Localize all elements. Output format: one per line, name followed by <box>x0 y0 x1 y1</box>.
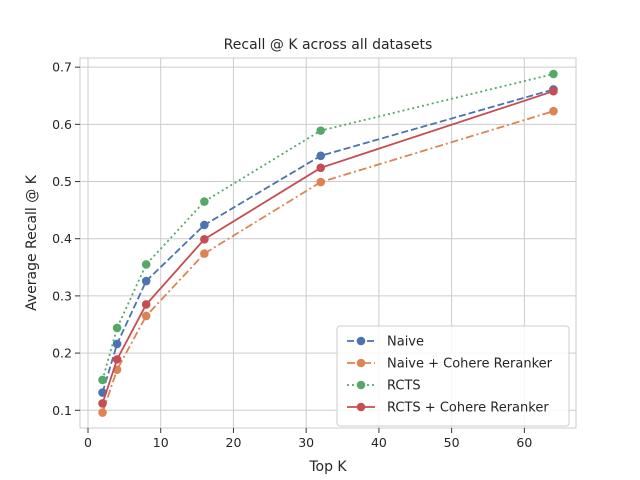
legend-marker-4 <box>356 402 366 412</box>
series-3-point <box>112 323 122 333</box>
series-line-4 <box>101 90 554 404</box>
legend-marker-2 <box>356 358 366 368</box>
chart-title: Recall @ K across all datasets <box>224 37 433 53</box>
series-4-point <box>98 399 107 408</box>
series-3-point <box>549 69 558 79</box>
y-tick-label: 0.2 <box>52 346 72 361</box>
x-tick-label: 20 <box>226 435 242 450</box>
series-3-point <box>141 260 151 269</box>
x-tick-label: 50 <box>444 435 460 450</box>
legend-label-2: Naive + Cohere Reranker <box>387 357 553 372</box>
x-tick-label: 0 <box>84 435 92 450</box>
series-4-point <box>549 86 558 96</box>
tick-labels: 0 10 20 30 40 50 60 0.1 0.2 0.3 0.4 0.5 0.6 0.7 <box>52 60 532 450</box>
series-3-point <box>316 126 326 135</box>
x-tick-label: 10 <box>153 435 169 450</box>
y-tick-label: 0.7 <box>52 60 72 75</box>
x-axis-label: Top K <box>308 459 347 475</box>
series-3-point <box>200 197 209 206</box>
series-2-point <box>98 408 107 417</box>
legend-marker-3 <box>356 380 366 390</box>
legend-label-1: Naive <box>387 335 424 350</box>
y-tick-label: 0.1 <box>52 403 72 418</box>
series-1-point <box>200 220 209 230</box>
legend-label-3: RCTS <box>387 379 421 394</box>
series-4-point <box>112 355 122 364</box>
series-line-3 <box>101 73 554 381</box>
series-2-point <box>141 311 151 321</box>
series-line-1 <box>101 88 554 393</box>
series-line-2 <box>101 110 554 413</box>
x-tick-label: 30 <box>298 435 314 450</box>
x-tick-label: 40 <box>371 435 387 450</box>
legend-label-4: RCTS + Cohere Reranker <box>387 401 549 416</box>
y-axis-label: Average Recall @ K <box>24 174 40 311</box>
y-tick-label: 0.5 <box>52 174 72 189</box>
series-4-point <box>141 300 151 309</box>
series-1-point <box>141 276 151 286</box>
y-tick-label: 0.6 <box>52 117 72 132</box>
series-group <box>98 69 558 417</box>
legend-box <box>336 325 570 427</box>
y-tick-label: 0.4 <box>52 231 72 246</box>
series-4-point <box>200 234 209 244</box>
legend: Naive Naive + Cohere Reranker RCTS RCTS + C… <box>336 325 570 427</box>
grid-lines <box>75 58 576 433</box>
series-3-point <box>98 375 107 385</box>
series-1-point <box>112 339 122 349</box>
legend-marker-1 <box>356 336 366 346</box>
series-2-point <box>200 249 209 258</box>
series-4-point <box>316 163 326 173</box>
x-tick-label: 60 <box>516 435 532 450</box>
series-2-point <box>549 106 558 116</box>
y-tick-label: 0.3 <box>52 288 72 303</box>
series-2-point <box>316 177 326 187</box>
series-1-point <box>316 151 326 161</box>
